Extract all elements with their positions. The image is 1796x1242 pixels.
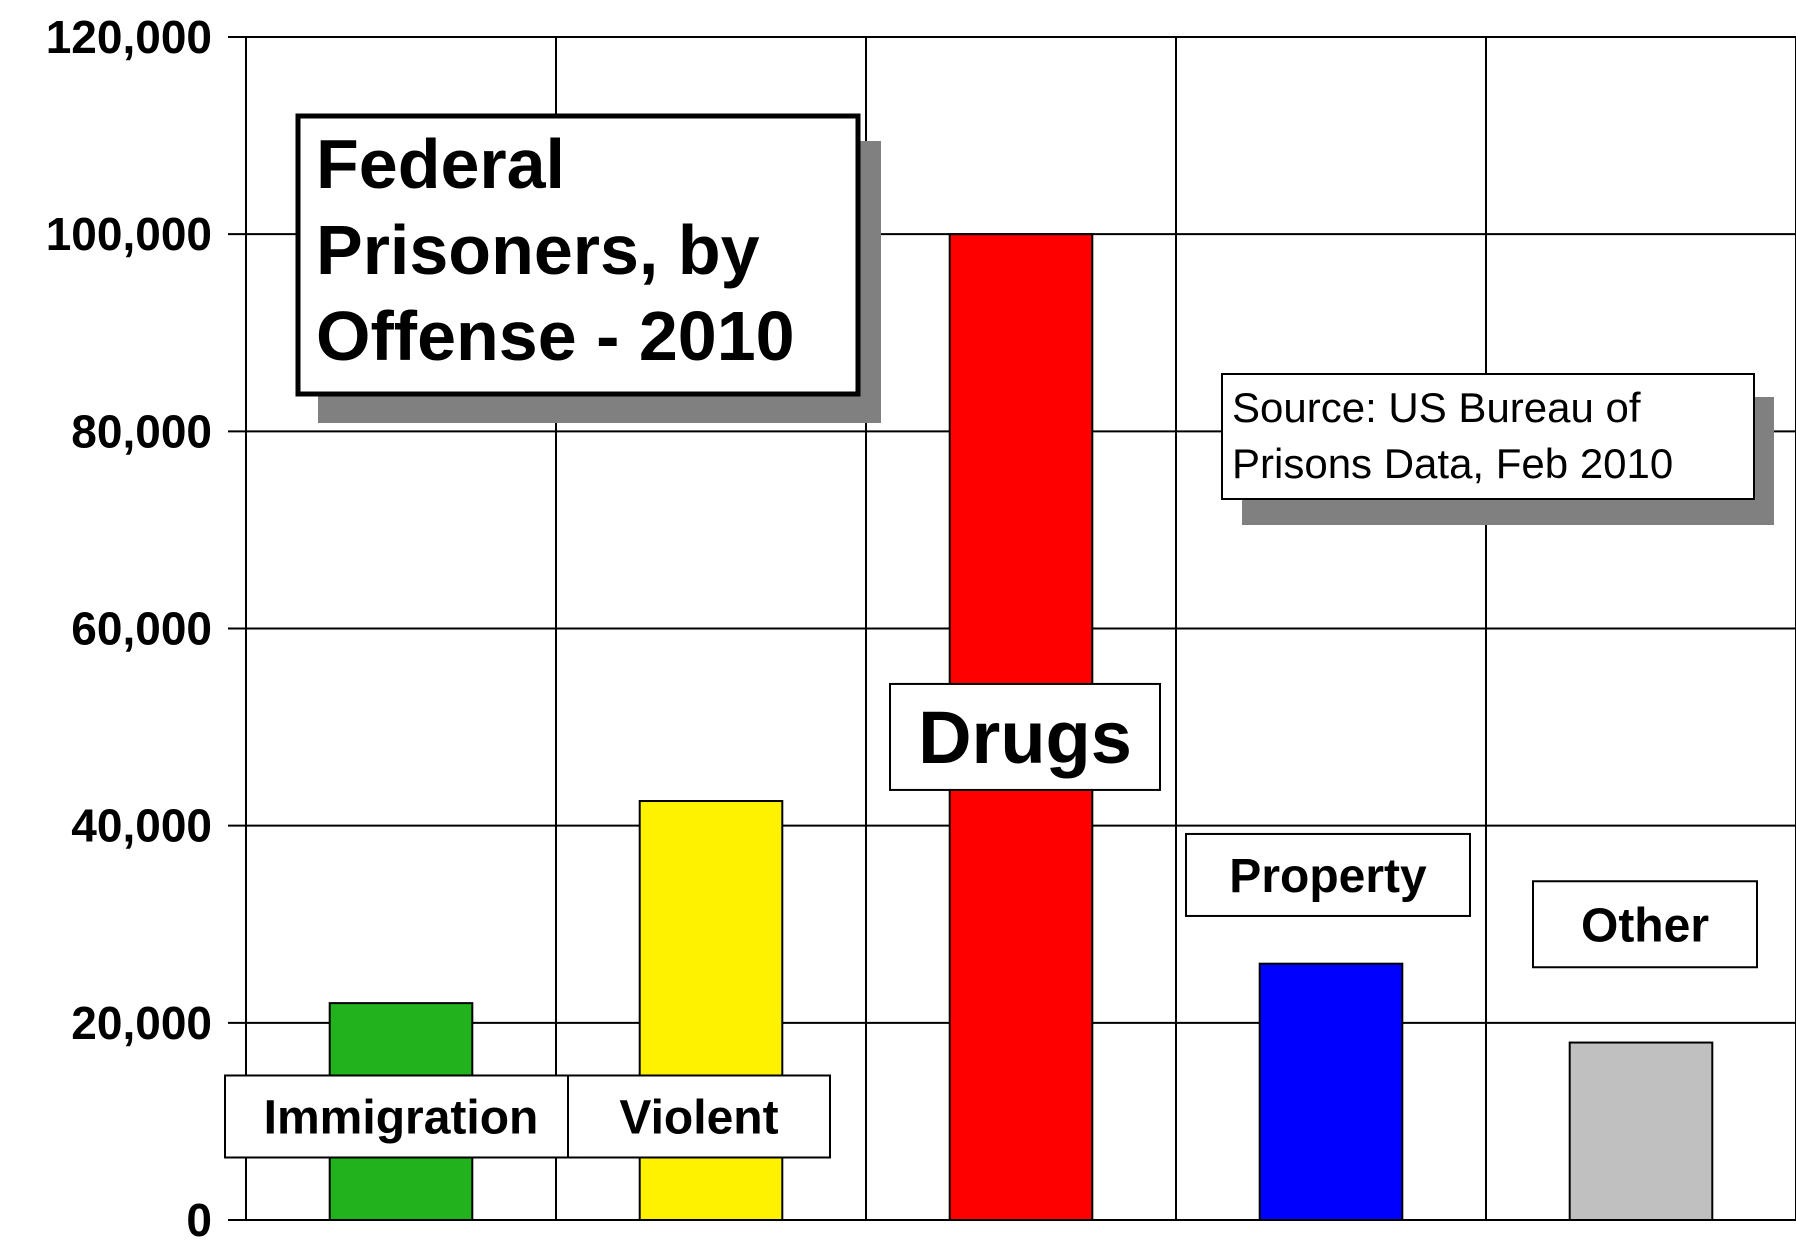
y-tick-label: 100,000 [46,208,212,260]
category-label-text: Violent [619,1091,778,1144]
chart-title-line-3: Offense - 2010 [316,297,795,375]
chart-title-box: Federal Prisoners, by Offense - 2010 [295,113,881,423]
category-label-box [1532,880,1758,969]
source-note-line-2: Prisons Data, Feb 2010 [1232,440,1673,487]
category-label-property: Property [1185,832,1471,917]
category-label-box [1185,832,1471,917]
y-tick-label: 120,000 [46,11,212,63]
category-label-box [567,1074,831,1159]
chart-title-line-1: Federal [316,125,565,203]
category-labels: Immigration Violent Drugs Property Other [224,682,1758,1159]
y-tick-label: 80,000 [71,405,212,457]
category-label-text: Immigration [264,1091,539,1144]
category-label-violent: Violent [567,1074,831,1159]
category-label-box [224,1074,578,1159]
category-label-text: Drugs [918,696,1132,779]
category-label-immigration: Immigration [224,1074,578,1159]
y-tick-label: 40,000 [71,800,212,852]
category-label-other: Other [1532,880,1758,969]
category-label-box [889,682,1161,791]
category-label-text: Property [1229,850,1427,903]
y-axis-ticks: 0 20,000 40,000 60,000 80,000 100,000 120,000 [46,11,212,1242]
y-tick-label: 20,000 [71,997,212,1049]
bar-other [1568,1041,1714,1222]
category-label-drugs: Drugs [889,682,1161,791]
category-label-text: Other [1581,899,1709,952]
y-tick-label: 60,000 [71,603,212,655]
bar-property [1258,962,1404,1222]
chart-title-line-2: Prisoners, by [316,211,760,289]
source-note-line-1: Source: US Bureau of [1232,384,1641,431]
y-tick-label: 0 [186,1194,212,1242]
source-note-box: Source: US Bureau of Prisons Data, Feb 2… [1221,373,1774,525]
